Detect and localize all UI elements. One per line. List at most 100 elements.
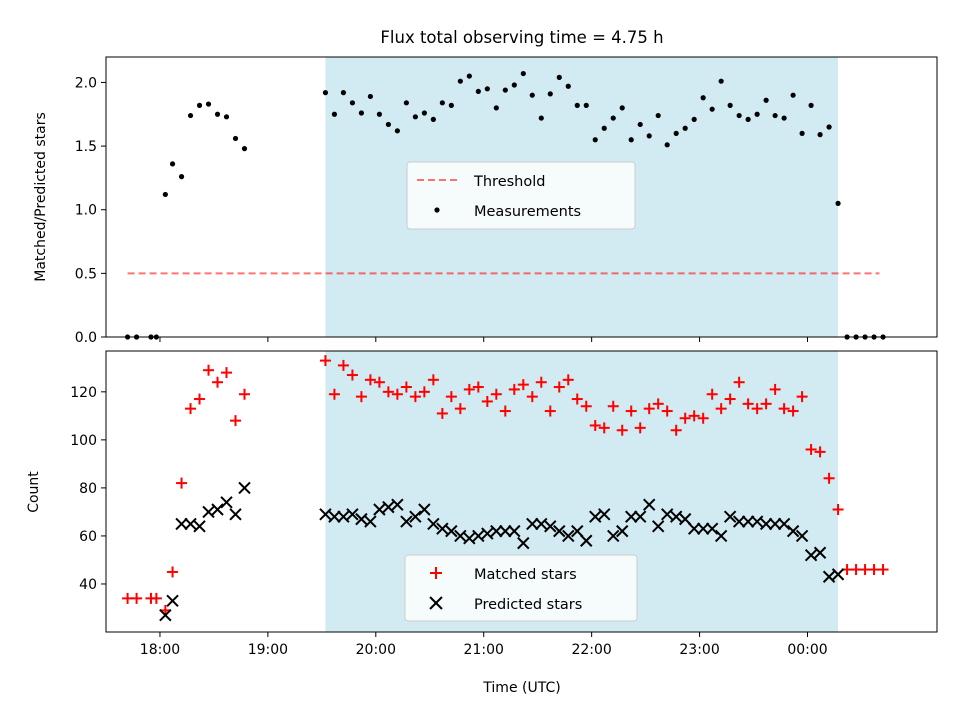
predicted-star-point — [445, 524, 458, 538]
predicted-star-point — [193, 520, 206, 533]
predicted-star-point — [616, 524, 629, 538]
measurement-point — [385, 121, 391, 128]
matched-star-point — [832, 504, 844, 516]
star-count-y-ticks: 40 60 80 100 120 — [70, 385, 106, 593]
measurement-point — [376, 111, 383, 117]
matched-star-point — [805, 443, 817, 455]
x-tick-label: 18:00 — [140, 642, 180, 658]
matched-star-point — [230, 415, 242, 427]
y-tick-label: 0.5 — [75, 266, 97, 282]
predicted-star-point — [723, 510, 737, 523]
predicted-star-point — [220, 496, 233, 509]
matched-star-point — [679, 412, 691, 424]
matched-star-point — [391, 388, 403, 400]
matched-star-point — [355, 391, 367, 403]
predicted-star-point — [598, 508, 611, 521]
matched-star-point — [769, 383, 781, 395]
matched-star-point — [823, 472, 835, 484]
predicted-star-point — [804, 548, 818, 562]
flux-ratio-y-axis-label: Matched/Predicted stars — [33, 112, 49, 282]
flux-ratio-legend: Threshold Measurements — [406, 161, 636, 230]
matched-star-point — [787, 405, 799, 417]
matched-star-point — [185, 403, 197, 415]
matched-star-point — [625, 405, 637, 417]
measurement-point — [331, 111, 338, 117]
predicted-star-point — [651, 520, 665, 533]
predicted-star-point — [175, 517, 188, 531]
matched-star-point — [319, 355, 331, 367]
predicted-star-point — [562, 529, 575, 543]
measurement-point — [574, 102, 580, 108]
predicted-star-point — [580, 534, 593, 547]
predicted-star-point — [714, 529, 728, 543]
predicted-star-point — [159, 608, 172, 622]
chart-title: Flux total observing time = 4.75 h — [380, 28, 663, 47]
predicted-star-point — [229, 508, 242, 521]
predicted-star-point — [643, 498, 656, 511]
x-tick-label: 22:00 — [571, 642, 611, 658]
measurement-point — [691, 116, 697, 122]
predicted-star-point — [813, 546, 827, 559]
matched-star-point — [346, 369, 358, 381]
matched-star-point — [562, 374, 574, 386]
measurement-point — [565, 83, 571, 89]
predicted-star-point — [400, 515, 413, 528]
matched-star-point — [724, 393, 736, 405]
measurement-point — [610, 115, 616, 121]
matched-star-point — [481, 395, 493, 407]
flux-ratio-panel: 0.0 0.5 1.0 1.5 2.0 Flux total observing tim… — [33, 28, 938, 346]
predicted-star-point — [382, 500, 395, 514]
measurement-point — [592, 137, 598, 143]
predicted-star-point — [544, 520, 557, 533]
measurement-point — [619, 105, 625, 111]
matched-star-point — [337, 359, 349, 371]
measurement-point — [538, 115, 544, 121]
measurement-point — [601, 125, 607, 131]
x-tick-label: 23:00 — [679, 642, 719, 658]
measurement-point — [736, 112, 742, 119]
matched-star-point — [517, 379, 529, 391]
measurement-point — [700, 95, 706, 101]
star-count-legend: Matched stars Predicted stars — [404, 554, 638, 622]
measurement-point — [484, 86, 490, 92]
matched-star-point — [760, 398, 772, 410]
y-tick-label: 40 — [79, 577, 97, 593]
predicted-star-point — [786, 524, 800, 538]
matched-star-point — [670, 424, 682, 436]
predicted-star-point — [499, 524, 512, 538]
matched-star-point — [490, 388, 502, 400]
y-tick-label: 1.0 — [75, 203, 97, 219]
predicted-star-point — [696, 522, 710, 535]
matched-star-point — [553, 381, 565, 393]
y-tick-label: 100 — [70, 433, 97, 449]
matched-star-point — [203, 364, 215, 376]
measurement-point — [556, 74, 562, 80]
y-tick-label: 2.0 — [75, 75, 97, 91]
predicted-star-point — [508, 524, 521, 538]
measurement-point — [664, 142, 670, 148]
matched-star-point — [598, 422, 610, 434]
predicted-star-point — [472, 529, 485, 543]
predicted-star-point — [184, 517, 197, 531]
matched-star-point — [221, 367, 233, 379]
predicted-star-point — [705, 522, 719, 535]
matched-star-point — [150, 592, 162, 604]
measurement-point — [421, 110, 427, 116]
matched-star-point — [382, 386, 394, 398]
matched-star-point — [400, 381, 412, 393]
measurement-point — [772, 112, 778, 119]
predicted-star-point — [355, 512, 368, 526]
predicted-star-point — [337, 510, 350, 523]
measurement-point — [169, 161, 176, 167]
predicted-star-point — [750, 515, 764, 528]
y-tick-label: 80 — [79, 481, 97, 497]
predicted-star-point — [768, 517, 782, 531]
measurement-point — [466, 73, 472, 79]
predicted-star-point — [436, 522, 449, 535]
x-tick-label: 19:00 — [248, 642, 288, 658]
matched-star-point — [616, 424, 628, 436]
measurement-point — [745, 116, 751, 122]
measurement-point — [547, 91, 553, 97]
matched-star-point — [499, 405, 511, 417]
